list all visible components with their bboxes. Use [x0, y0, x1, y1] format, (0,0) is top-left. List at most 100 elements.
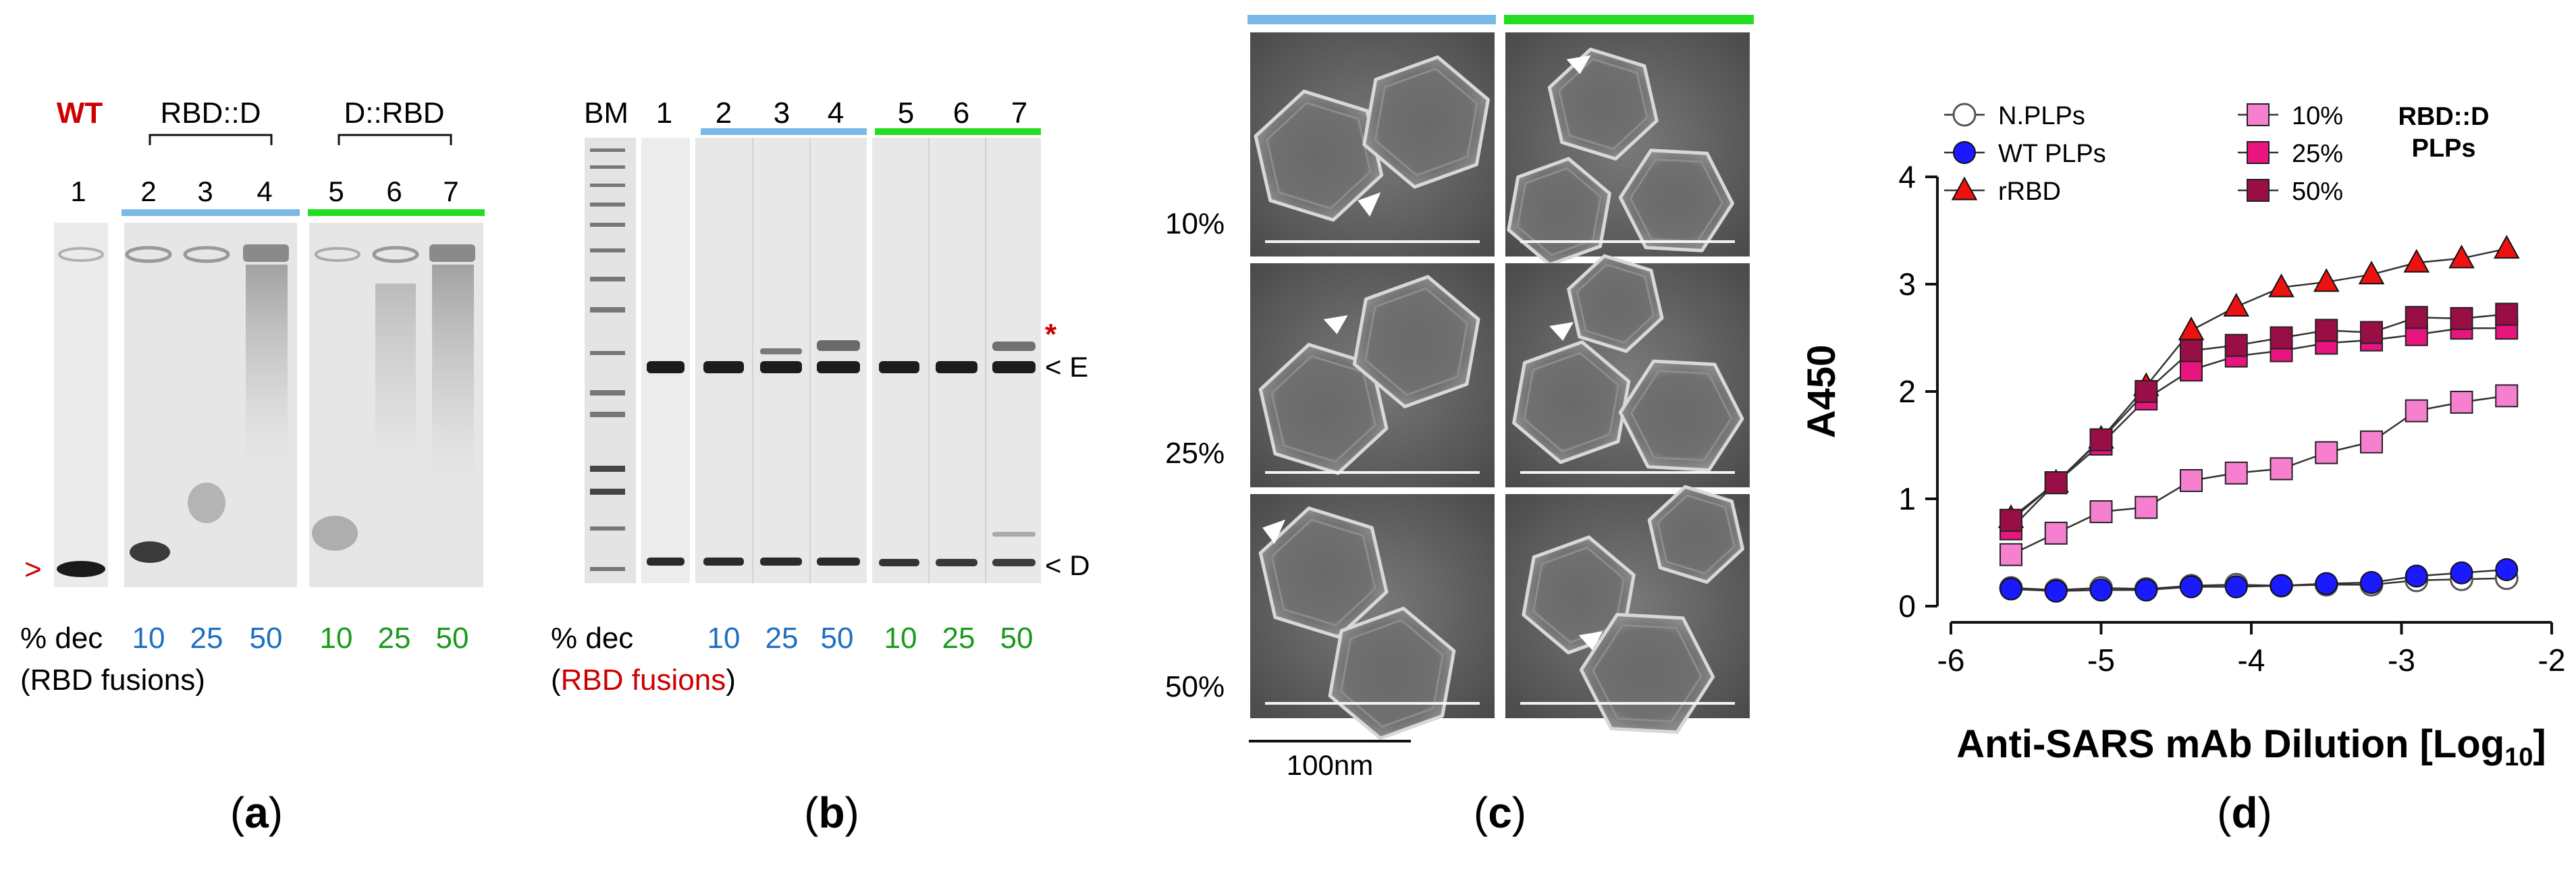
data-point [2270, 457, 2293, 481]
em-tile [1505, 32, 1750, 267]
data-point [2089, 578, 2113, 602]
em-tile [1250, 32, 1495, 256]
lane-number: 5 [898, 97, 914, 130]
data-point [2180, 468, 2203, 492]
caption-letter: b [818, 788, 844, 837]
capsid-inner [1656, 494, 1736, 575]
caption-letter: a [244, 788, 269, 837]
dec-value: 10 [884, 622, 917, 655]
lane-number: 1 [70, 175, 86, 207]
dec-value: 10 [320, 622, 353, 655]
panel-a-caption: (a) [230, 788, 283, 837]
gel-smear [432, 265, 474, 508]
arrowhead-marker [1323, 315, 1348, 334]
panel-b-gel: BM 1 2 3 4 5 6 7 [551, 97, 1090, 837]
gel-band [188, 483, 225, 523]
capsid [1522, 535, 1636, 655]
capsid [1512, 340, 1631, 464]
data-point [2224, 575, 2248, 599]
arrowhead-marker [1262, 519, 1286, 544]
data-point [2224, 333, 2248, 357]
data-point [2450, 561, 2473, 585]
arrowhead-marker [1358, 192, 1381, 217]
marker-lane-label: BM [584, 97, 628, 130]
data-point [2180, 575, 2203, 599]
legend-item: 25% [2238, 140, 2343, 168]
lane-number: 5 [328, 175, 344, 207]
x-axis-label-end: ] [2533, 722, 2546, 766]
capsid [1362, 55, 1490, 189]
capsid [1254, 89, 1384, 222]
x-tick-label: -3 [2388, 643, 2415, 678]
data-point [2135, 495, 2158, 519]
blue-bar [122, 209, 300, 216]
group-d-rbd-label: D::RBD [344, 97, 444, 130]
gel-smear [246, 265, 288, 487]
dec-value: 10 [707, 622, 741, 655]
dec-value: 25 [766, 622, 799, 655]
capsid-inner [1532, 546, 1626, 644]
wt-label: WT [57, 97, 103, 130]
dec-value: 50 [821, 622, 854, 655]
panel-c-micrographs: 10% 25% 50% 100nm (c) [1165, 15, 1754, 837]
ladder-band [590, 351, 625, 355]
legend-marker [1953, 141, 1976, 164]
panel-d-caption: (d) [2217, 788, 2272, 837]
panel-b-caption: (b) [804, 788, 859, 837]
data-point [2403, 248, 2430, 273]
legend-marker [2247, 103, 2270, 126]
lane-number: 2 [140, 175, 156, 207]
capsid-inner [1523, 352, 1620, 453]
capsid-inner [1576, 263, 1655, 344]
gel-strip-d-rbd [872, 138, 1041, 583]
capsid-inner [1629, 158, 1724, 243]
data-point [2270, 326, 2293, 350]
blue-bar [1247, 15, 1496, 24]
legend-label: 25% [2292, 140, 2343, 168]
dec-value: 25 [190, 622, 223, 655]
gel-band [312, 516, 358, 551]
data-point [2360, 571, 2383, 595]
capsid [1258, 506, 1389, 639]
lane-number: 6 [953, 97, 969, 130]
gel-lane-1 [54, 223, 108, 587]
bracket-rbd-d [149, 134, 273, 145]
x-tick-label: -4 [2238, 643, 2265, 678]
legend-title-line2: PLPs [2411, 134, 2475, 163]
series-25- [2000, 317, 2519, 541]
green-bar [1504, 15, 1754, 24]
gel-band [760, 558, 802, 566]
data-point [2358, 261, 2385, 285]
dec-sub-label: (RBD fusions) [20, 664, 205, 697]
ladder-band [590, 390, 625, 396]
lane-number: 3 [197, 175, 213, 207]
legend-label: N.PLPs [1998, 102, 2085, 130]
elisa-chart: 0 1 2 3 4 -6 -5 -4 -3 -2 A450 Anti-SARS mAb Dilutio… [1800, 159, 2565, 772]
lane-number: 3 [774, 97, 790, 130]
x-axis-label-sub: 10 [2504, 743, 2533, 772]
arrowhead-marker [1566, 55, 1591, 74]
ladder-band [590, 148, 625, 152]
data-point [2268, 273, 2295, 298]
gel-well [58, 247, 104, 262]
data-point [2495, 302, 2519, 326]
ladder-band [590, 184, 625, 187]
gel-band [817, 340, 860, 351]
gel-band [992, 532, 1036, 537]
data-point [2313, 268, 2340, 292]
legend-label: rRBD [1998, 178, 2061, 206]
x-axis-label-main: Anti-SARS mAb Dilution [Log [1956, 722, 2504, 766]
gel-band [817, 558, 860, 566]
x-tick-label: -2 [2538, 643, 2566, 678]
capsid-inner [1364, 287, 1469, 396]
gel-well [125, 246, 172, 263]
data-point [2178, 316, 2205, 340]
ladder-band [590, 248, 625, 252]
green-bar [875, 128, 1041, 135]
gel-well [315, 247, 360, 262]
chart-legend: N.PLPs WT PLPs rRBD 10% 25% 50% [1944, 102, 2343, 206]
dec-value: 25 [378, 622, 411, 655]
data-point [2493, 235, 2520, 259]
y-tick-label: 4 [1898, 159, 1916, 194]
capsid-inner [1374, 67, 1478, 177]
